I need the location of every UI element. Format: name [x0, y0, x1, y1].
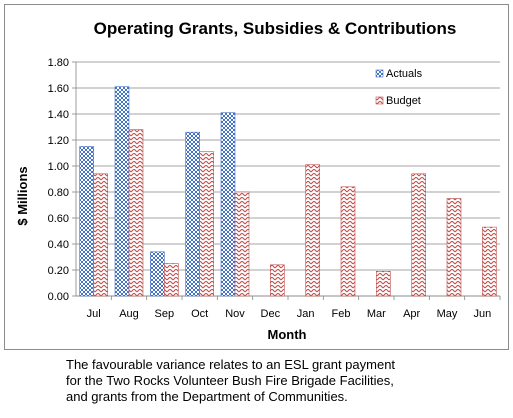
y-tick-label: 1.20 — [48, 135, 69, 147]
y-tick-label: 1.00 — [48, 161, 69, 173]
legend-swatch-actuals — [375, 69, 384, 78]
x-axis-label: Month — [268, 327, 307, 342]
y-axis-label: $ Millions — [15, 166, 30, 225]
x-tick-label: Aug — [119, 308, 139, 320]
legend-label-budget: Budget — [386, 95, 421, 107]
bar-budget-mar — [376, 270, 391, 297]
x-tick-label: Oct — [191, 308, 208, 320]
bar-budget-sep — [164, 263, 179, 297]
bar-budget-apr — [411, 173, 426, 297]
chart-title: Operating Grants, Subsidies & Contributi… — [94, 19, 457, 38]
bar-budget-jul — [93, 173, 108, 297]
y-tick-label: 1.80 — [48, 57, 69, 69]
y-tick-labels: 0.00 0.20 0.40 0.60 0.80 1.00 1.20 1.40 1.60 1.80 — [48, 57, 69, 303]
bar-actuals-aug — [114, 86, 130, 297]
bar-budget-feb — [340, 186, 356, 297]
x-tick-label: Mar — [367, 308, 386, 320]
bar-actuals-jul — [79, 146, 94, 297]
y-tick-label: 0.20 — [48, 265, 69, 277]
chart-frame: Operating Grants, Subsidies & Contributi… — [4, 4, 509, 350]
legend-swatch-budget — [375, 96, 384, 105]
bar-actuals-nov — [220, 112, 236, 297]
bar-budget-may — [446, 198, 462, 297]
x-tick-label: Jun — [473, 308, 491, 320]
bar-actuals-sep — [150, 251, 165, 297]
bar-budget-nov — [234, 191, 250, 297]
variance-caption: The favourable variance relates to an ES… — [66, 357, 506, 405]
y-tick-label: 0.40 — [48, 239, 69, 251]
bar-budget-jan — [305, 164, 320, 297]
bar-budget-aug — [128, 129, 144, 297]
grants-bar-chart: Operating Grants, Subsidies & Contributi… — [15, 19, 501, 342]
y-tick-label: 0.60 — [48, 213, 69, 225]
caption-line: The favourable variance relates to an ES… — [66, 357, 396, 372]
x-tick-label: Jul — [87, 308, 101, 320]
bar-budget-jun — [482, 226, 497, 297]
x-tick-label: Jan — [297, 308, 315, 320]
x-tick-labels: Jul Aug Sep Oct Nov Dec Jan Feb Mar Apr May Jun — [87, 308, 492, 320]
x-tick-label: May — [437, 308, 458, 320]
x-tick-label: Dec — [261, 308, 281, 320]
x-tick-label: Feb — [332, 308, 351, 320]
bar-budget-dec — [270, 264, 285, 297]
legend: Actuals Budget — [375, 68, 423, 107]
bars — [79, 86, 497, 297]
x-tick-label: Nov — [225, 308, 245, 320]
x-tick-label: Sep — [155, 308, 175, 320]
legend-label-actuals: Actuals — [386, 68, 423, 80]
y-tick-label: 1.40 — [48, 109, 69, 121]
bar-budget-oct — [199, 151, 214, 297]
x-tick-label: Apr — [403, 308, 420, 320]
gridlines — [72, 61, 501, 300]
bar-actuals-oct — [185, 131, 200, 297]
y-tick-label: 0.80 — [48, 187, 69, 199]
y-tick-label: 0.00 — [48, 291, 69, 303]
caption-line: for the Two Rocks Volunteer Bush Fire Br… — [66, 373, 394, 388]
caption-line: and grants from the Department of Commun… — [66, 389, 348, 404]
y-tick-label: 1.60 — [48, 83, 69, 95]
